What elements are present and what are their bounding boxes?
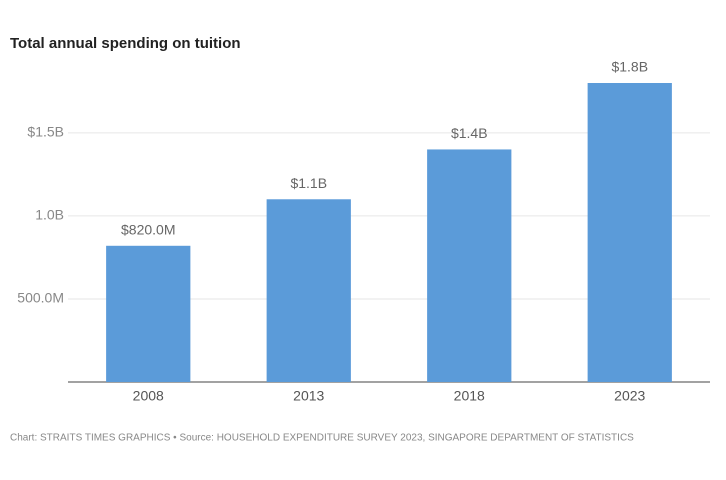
x-tick-label: 2018 — [454, 388, 485, 404]
x-tick-label: 2013 — [293, 388, 324, 404]
value-label: $1.1B — [290, 175, 327, 191]
value-label: $820.0M — [121, 221, 175, 237]
y-tick-label: $1.5B — [27, 124, 64, 140]
chart-title: Total annual spending on tuition — [10, 35, 241, 52]
y-tick-label: 1.0B — [35, 207, 64, 223]
value-label: $1.8B — [611, 59, 648, 75]
x-tick-label: 2008 — [133, 388, 164, 404]
bar — [266, 199, 351, 382]
source-note: Chart: STRAITS TIMES GRAPHICS • Source: … — [10, 433, 634, 444]
bar — [587, 83, 672, 382]
bar — [106, 245, 191, 382]
bar — [427, 149, 512, 382]
x-tick-label: 2023 — [614, 388, 645, 404]
value-label: $1.4B — [451, 125, 488, 141]
y-tick-label: 500.0M — [17, 290, 64, 306]
